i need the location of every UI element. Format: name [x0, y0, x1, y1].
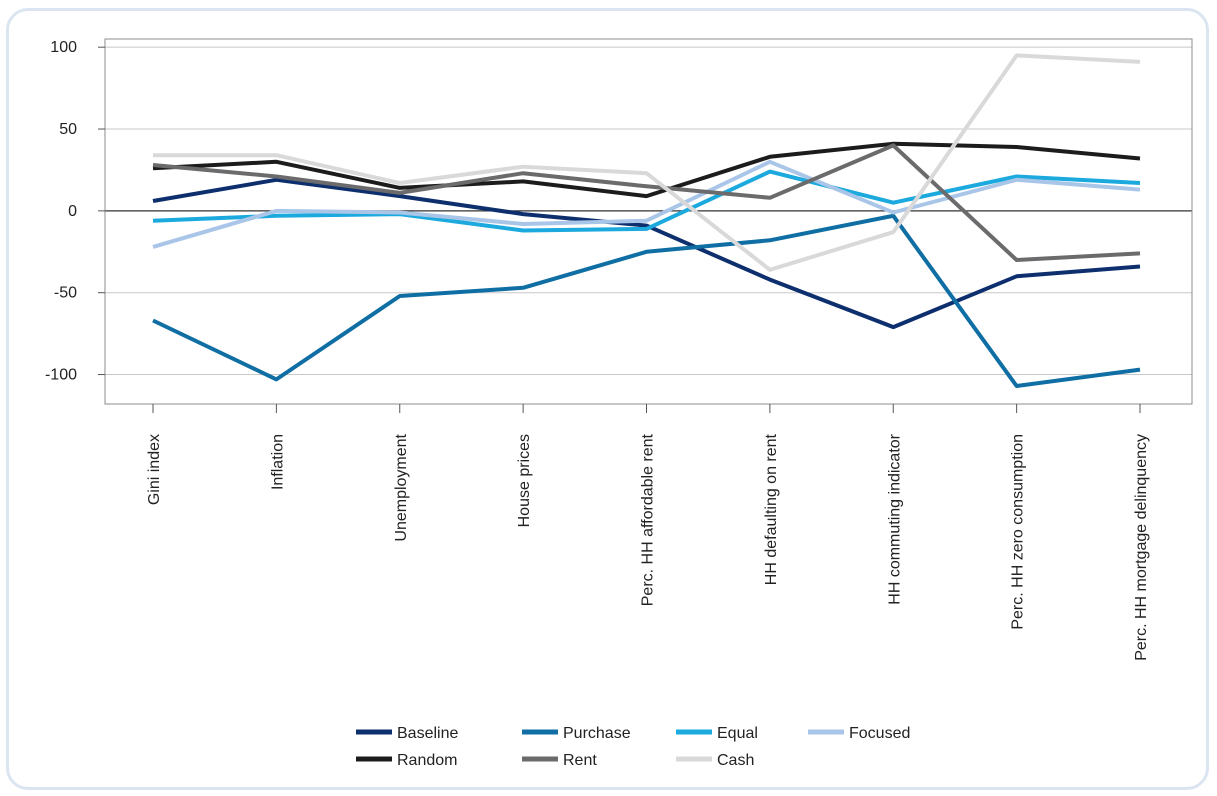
legend-item-equal: Equal: [676, 725, 758, 742]
legend-label: Rent: [563, 752, 597, 769]
x-tick-label: HH commuting indicator: [886, 433, 903, 604]
legend-item-cash: Cash: [676, 752, 754, 769]
x-tick-label: Gini index: [146, 434, 163, 505]
x-tick-label: House prices: [516, 434, 533, 527]
y-axis-tick-labels: 100 50 0 -50 -100: [45, 39, 77, 383]
legend-label: Focused: [849, 725, 910, 742]
series-line-cash: [153, 53, 1141, 272]
legend-item-baseline: Baseline: [356, 725, 458, 742]
x-tick-label: Perc. HH affordable rent: [640, 433, 657, 606]
x-tick-label: HH defaulting on rent: [763, 433, 780, 585]
y-tick-label: -50: [54, 285, 77, 302]
x-axis-tick-labels: Gini index Inflation Unemployment House pri…: [146, 433, 1150, 660]
legend-item-rent: Rent: [522, 752, 597, 769]
y-tick-label: 100: [50, 39, 77, 56]
legend-label: Purchase: [563, 725, 631, 742]
legend-label: Baseline: [397, 725, 458, 742]
series-line-purchase: [152, 213, 1141, 388]
chart-frame: [6, 8, 1209, 790]
x-tick-label: Unemployment: [393, 433, 410, 541]
x-tick-label: Perc. HH zero consumption: [1010, 434, 1027, 630]
series-line-baseline: [152, 177, 1141, 330]
series-line-equal: [152, 169, 1141, 233]
series-line-rent: [152, 143, 1141, 262]
series-line-focused: [152, 159, 1141, 249]
series-line-random: [152, 141, 1141, 199]
legend-item-purchase: Purchase: [522, 725, 631, 742]
plot-area-border: [104, 38, 1193, 405]
y-tick-label: 0: [68, 203, 77, 220]
legend-item-random: Random: [356, 752, 457, 769]
x-tick-label: Inflation: [269, 434, 286, 490]
x-tick-label: Perc. HH mortgage delinquency: [1133, 434, 1150, 661]
legend: Baseline Purchase Equal Focused Random Rent Ca…: [356, 725, 910, 769]
y-tick-label: 50: [59, 121, 77, 138]
legend-label: Equal: [717, 725, 758, 742]
axis-ticks: [98, 46, 1141, 413]
legend-item-focused: Focused: [808, 725, 910, 742]
series-lines: [152, 53, 1141, 388]
legend-label: Random: [397, 752, 457, 769]
y-tick-label: -100: [45, 367, 77, 384]
legend-label: Cash: [717, 752, 754, 769]
